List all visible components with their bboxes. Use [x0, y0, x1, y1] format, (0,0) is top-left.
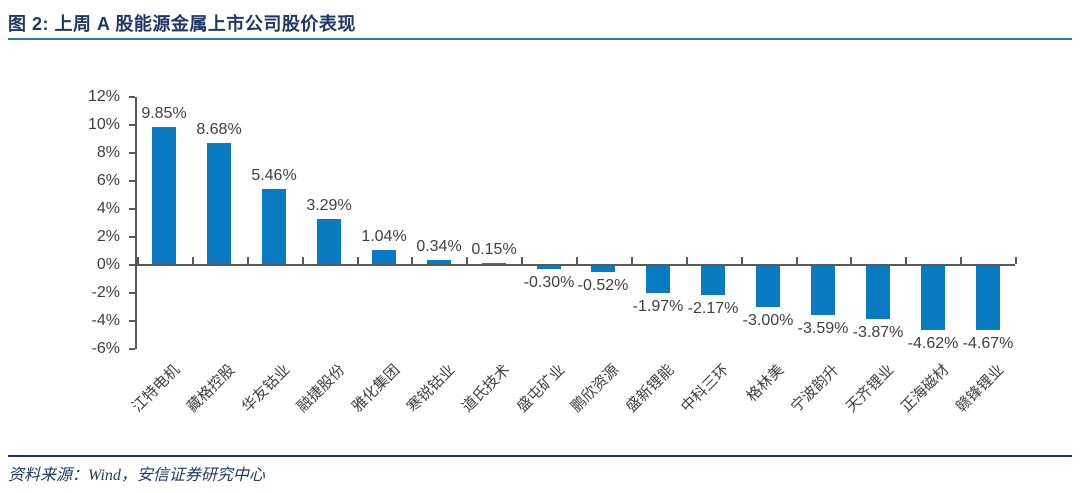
- y-axis-tick: [129, 320, 135, 322]
- x-axis-tick: [302, 257, 304, 264]
- y-axis-label: 8%: [96, 144, 120, 161]
- y-axis-tick: [129, 264, 135, 266]
- bar-value-label: -0.52%: [577, 277, 629, 294]
- bar-value-label: 8.68%: [196, 121, 242, 138]
- bar-雅化集团: [372, 250, 396, 265]
- category-label: 盛新锂能: [622, 361, 678, 416]
- bar-赣锋锂业: [976, 265, 1000, 330]
- y-axis-label: 10%: [87, 116, 120, 133]
- bar-融捷股份: [317, 219, 341, 265]
- y-axis-label: -2%: [91, 284, 120, 301]
- category-label: 道氏技术: [458, 361, 514, 416]
- x-axis-tick: [850, 257, 852, 264]
- x-axis-tick: [905, 257, 907, 264]
- figure-title: 图 2: 上周 A 股能源金属上市公司股价表现: [8, 14, 356, 34]
- source-note: 资料来源：Wind，安信证券研究中心: [8, 467, 265, 484]
- bar-value-label: 0.34%: [416, 238, 462, 255]
- category-label: 寒锐钴业: [403, 361, 459, 416]
- bar-天齐锂业: [866, 265, 890, 319]
- x-axis-tick: [411, 257, 413, 264]
- bar-value-label: -3.59%: [797, 320, 849, 337]
- y-axis-tick: [129, 292, 135, 294]
- y-axis-label: 0%: [96, 256, 120, 273]
- x-axis-tick: [466, 257, 468, 264]
- category-label: 盛屯矿业: [513, 361, 569, 416]
- bar-盛新锂能: [646, 265, 670, 293]
- x-axis-tick: [1015, 257, 1017, 264]
- bar-宁波韵升: [811, 265, 835, 315]
- x-axis-baseline: [137, 264, 1015, 266]
- bar-value-label: -2.17%: [687, 300, 739, 317]
- category-label: 天齐锂业: [842, 361, 898, 416]
- x-axis-tick: [631, 257, 633, 264]
- x-axis-tick: [960, 257, 962, 264]
- x-axis-tick: [192, 257, 194, 264]
- y-axis-tick: [129, 236, 135, 238]
- bar-value-label: -4.62%: [907, 335, 959, 352]
- y-axis-label: 2%: [96, 228, 120, 245]
- header-divider: [8, 38, 1072, 40]
- bar-value-label: 0.15%: [471, 241, 517, 258]
- x-axis-tick: [686, 257, 688, 264]
- y-axis-label: 4%: [96, 200, 120, 217]
- stock-performance-bar-chart: 12% 10% 8% 6% 4% 2% 0% -2% -4% -6% 9.85% 8.68% 5.46%…: [0, 45, 1080, 450]
- bar-value-label: 3.29%: [306, 197, 352, 214]
- bar-江特电机: [152, 127, 176, 265]
- y-axis-tick: [129, 208, 135, 210]
- bar-格林美: [756, 265, 780, 307]
- y-axis-tick: [129, 348, 135, 350]
- y-axis-label: -6%: [91, 340, 120, 357]
- bar-value-label: -3.87%: [852, 324, 904, 341]
- x-axis-tick: [576, 257, 578, 264]
- x-axis-tick: [741, 257, 743, 264]
- category-label: 华友钴业: [238, 361, 294, 416]
- category-label: 宁波韵升: [787, 361, 843, 416]
- category-label: 雅化集团: [348, 361, 404, 416]
- bar-value-label: 1.04%: [361, 228, 407, 245]
- category-label: 格林美: [743, 361, 788, 406]
- bar-value-label: -3.00%: [742, 312, 794, 329]
- bar-value-label: -0.30%: [523, 274, 575, 291]
- bar-盛屯矿业: [537, 265, 561, 269]
- y-axis-line: [135, 97, 137, 349]
- bar-中科三环: [701, 265, 725, 295]
- y-axis-tick: [129, 124, 135, 126]
- bar-value-label: 5.46%: [251, 167, 297, 184]
- x-axis-tick: [521, 257, 523, 264]
- bar-value-label: -4.67%: [962, 335, 1014, 352]
- category-label: 中科三环: [677, 361, 733, 416]
- category-label: 正海磁材: [897, 361, 953, 416]
- x-axis-tick: [357, 257, 359, 264]
- bar-华友钴业: [262, 189, 286, 265]
- bar-鹏欣资源: [591, 265, 615, 272]
- category-label: 江特电机: [128, 361, 184, 416]
- bar-value-label: 9.85%: [141, 105, 187, 122]
- category-label: 赣锋锂业: [952, 361, 1008, 416]
- y-axis-label: 6%: [96, 172, 120, 189]
- x-axis-tick: [247, 257, 249, 264]
- y-axis-tick: [129, 180, 135, 182]
- x-axis-tick: [796, 257, 798, 264]
- y-axis-tick: [129, 96, 135, 98]
- x-axis-tick: [137, 257, 139, 264]
- category-label: 鹏欣资源: [567, 361, 623, 416]
- bar-正海磁材: [921, 265, 945, 330]
- bar-寒锐钴业: [427, 260, 451, 265]
- category-label: 藏格控股: [183, 361, 239, 416]
- bar-value-label: -1.97%: [632, 298, 684, 315]
- footer-divider: [8, 455, 1072, 457]
- category-label: 融捷股份: [293, 361, 349, 416]
- y-axis-label: -4%: [91, 312, 120, 329]
- y-axis-tick: [129, 152, 135, 154]
- y-axis-label: 12%: [87, 88, 120, 105]
- bar-藏格控股: [207, 143, 231, 265]
